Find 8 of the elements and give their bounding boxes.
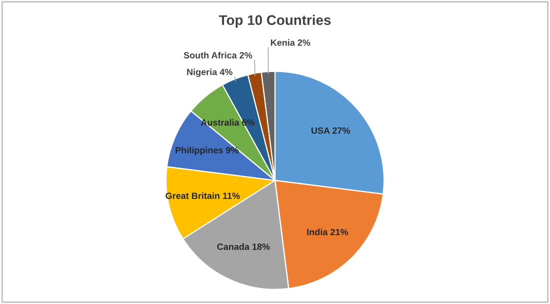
slice-label: Canada 18% (217, 243, 270, 250)
slice-label: India 21% (307, 228, 348, 236)
slice-label: Kenia 2% (270, 39, 310, 46)
slice-label: Philippines 9% (176, 146, 239, 156)
slice-label: USA 27% (312, 127, 350, 134)
slice-label: Nigeria 4% (187, 68, 232, 77)
chart-title: Top 10 Countries (218, 14, 331, 28)
slice-label: South Africa 2% (184, 52, 252, 58)
